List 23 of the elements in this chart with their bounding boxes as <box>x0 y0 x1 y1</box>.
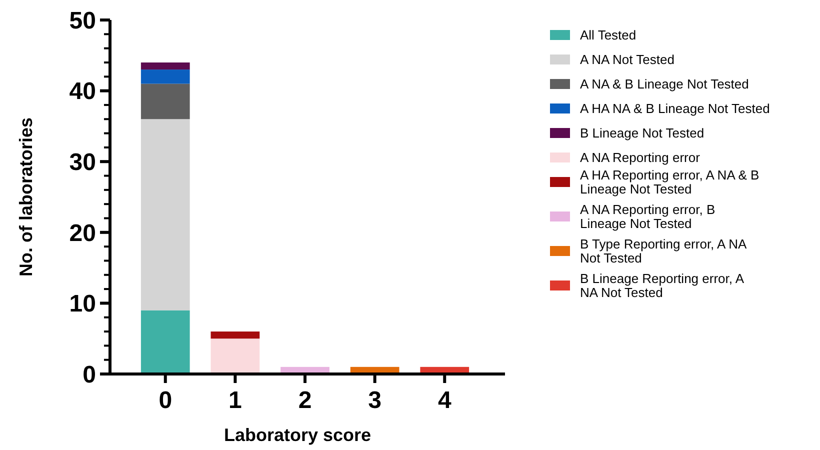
x-tick-label: 2 <box>298 387 312 414</box>
x-tick-label: 0 <box>158 387 172 414</box>
y-tick-label: 30 <box>69 149 96 176</box>
legend-label: B Lineage Not Tested <box>580 126 704 141</box>
y-tick-label: 0 <box>82 361 96 388</box>
x-axis-title: Laboratory score <box>224 425 372 445</box>
legend-label: A NA & B Lineage Not Tested <box>580 76 749 92</box>
x-tick-label: 3 <box>368 387 382 414</box>
legend-label: A NA Reporting error <box>580 150 701 166</box>
legend-label: All Tested <box>580 28 636 43</box>
legend-label: B Type Reporting error, A NA Not Tested <box>580 236 748 266</box>
y-axis-title: No. of laboratories <box>16 117 36 277</box>
x-tick-label: 1 <box>228 387 242 414</box>
legend-label: A HA NA & B Lineage Not Tested <box>580 101 770 116</box>
legend-label: A NA Reporting error, B Lineage Not Tested <box>580 202 716 232</box>
legend-label: A NA Not Tested <box>580 52 674 68</box>
y-tick-label: 50 <box>69 7 96 34</box>
legend-label: B Lineage Reporting error, A NA Not Tested <box>580 270 744 300</box>
x-tick-label: 4 <box>438 387 452 414</box>
y-tick-label: 10 <box>69 290 96 318</box>
y-tick-label: 40 <box>69 78 96 106</box>
legend-label: A HA Reporting error, A NA & B Lineage Not Tested <box>580 167 760 197</box>
y-tick-label: 20 <box>69 220 96 247</box>
